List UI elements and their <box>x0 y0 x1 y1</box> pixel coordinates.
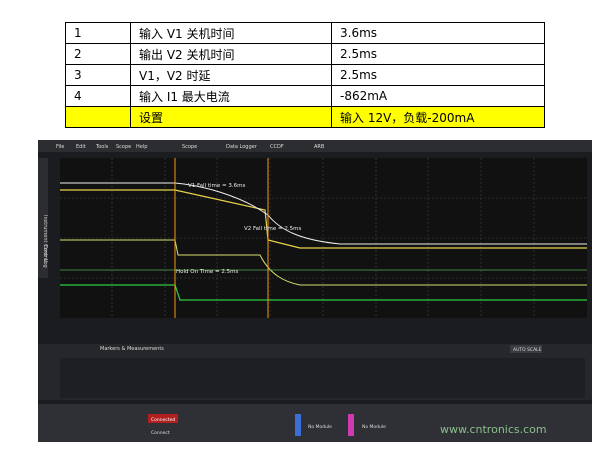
tab[interactable]: CCDF <box>270 144 284 150</box>
button-label[interactable]: AUTO SCALE <box>513 347 542 353</box>
cell: 输出 V2 关机时间 <box>130 43 332 65</box>
side-panel <box>38 158 48 278</box>
i1-trace <box>60 239 587 286</box>
row: 3 V1，V2 时延 2.5ms <box>65 64 545 86</box>
annotation: V2 Fall time = 2.5ms <box>244 226 301 232</box>
annotation: Hold On Time = 2.5ms <box>176 269 239 275</box>
menu-item[interactable]: Edit <box>76 144 86 150</box>
i2-trace <box>60 284 587 301</box>
measurement-table <box>60 358 585 398</box>
annotation: V1 Fall time = 3.6ms <box>188 183 245 189</box>
cell: 输入 12V，负载-200mA <box>331 106 545 128</box>
v1-trace <box>60 189 587 249</box>
watermark: www.cntronics.com <box>440 423 547 436</box>
row: 1 输入 V1 关机时间 3.6ms <box>65 22 545 44</box>
cell: 输入 I1 最大电流 <box>130 85 332 107</box>
module-slot <box>348 414 354 436</box>
tab[interactable]: Data Logger <box>226 144 258 150</box>
control-bar <box>38 404 592 442</box>
button[interactable] <box>510 345 542 353</box>
cell: 2.5ms <box>331 64 545 86</box>
menu-item[interactable]: Help <box>136 144 147 150</box>
grid <box>60 158 587 318</box>
module-label: No Module <box>362 424 386 430</box>
module-slot <box>295 414 301 436</box>
side-tab[interactable]: Error Log <box>42 245 48 268</box>
panel-tab[interactable]: Markers & Measurements <box>100 346 164 352</box>
cell <box>65 106 131 128</box>
button-label[interactable]: Connect <box>151 430 170 436</box>
row: 设置 输入 12V，负载-200mA <box>65 106 545 128</box>
cell: 设置 <box>130 106 332 128</box>
button-label[interactable]: Connected <box>151 417 175 423</box>
tab[interactable]: Scope <box>182 144 197 150</box>
plot-area <box>60 158 587 318</box>
tab[interactable]: ARB <box>314 144 325 150</box>
button[interactable] <box>148 414 178 423</box>
menu-item[interactable]: Scope <box>116 144 131 150</box>
spec-table: 1 输入 V1 关机时间 3.6ms 2 输出 V2 关机时间 2.5ms 3 V1，V2… <box>65 22 545 128</box>
menu-item[interactable]: Tools <box>95 144 109 150</box>
menu-item[interactable]: File <box>56 144 64 150</box>
side-tab[interactable]: Instrument Control <box>42 215 48 262</box>
menu-bar <box>38 140 592 152</box>
module-label: No Module <box>308 424 332 430</box>
